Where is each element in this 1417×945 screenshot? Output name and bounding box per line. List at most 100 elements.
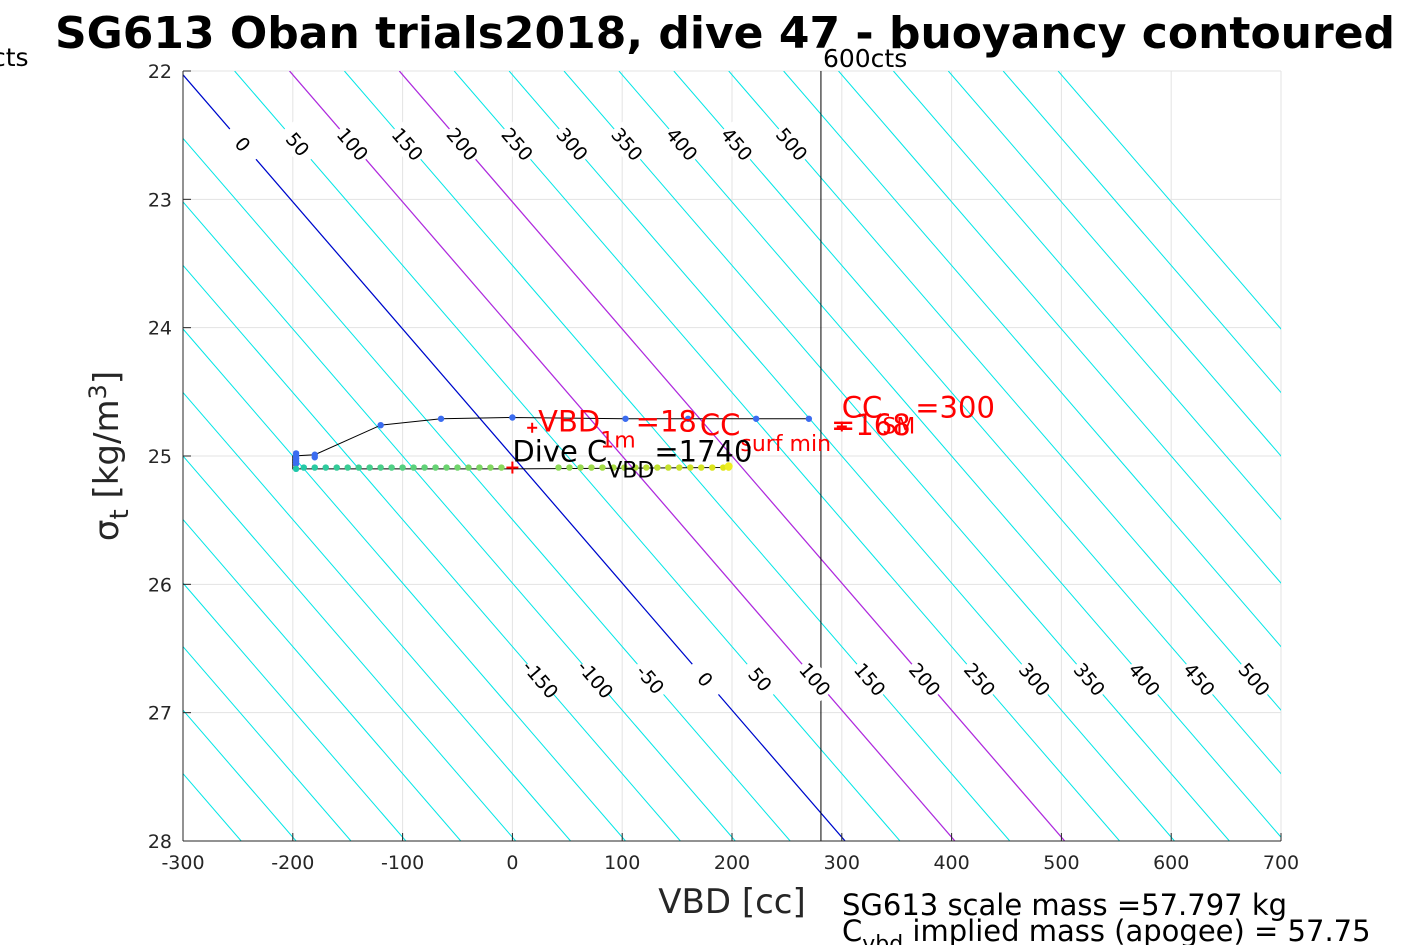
contour-label-bg (220, 121, 266, 168)
contour-line (838, 71, 1281, 584)
limit-line-label: 600cts (823, 44, 907, 73)
dive-point (622, 415, 629, 422)
y-axis-label-unit: [kg/m (87, 399, 127, 509)
contour-label-bg (1122, 656, 1167, 703)
highlight-contour-line (183, 73, 846, 841)
contour-label-bg (769, 121, 815, 168)
contour-line (183, 201, 736, 841)
contour-line (947, 71, 1281, 457)
contour-label-bg (1012, 656, 1057, 703)
dive-point (509, 414, 516, 421)
climb-point (454, 464, 461, 471)
x-axis-ticks: -300 -200 -100 0 100 200 300 400 500 600 700 (161, 833, 1299, 874)
climb-point (643, 464, 650, 471)
contour-line (618, 71, 1281, 838)
contour-label-bg (605, 121, 650, 168)
climb-point (432, 464, 439, 471)
y-tick-label: 27 (148, 703, 172, 725)
contour-line (183, 518, 462, 841)
cc-surf-value: =168 (831, 408, 911, 442)
climb-point (300, 464, 307, 471)
contour-line (183, 455, 517, 841)
contour-line (783, 71, 1281, 648)
cc-surf-text: CC (700, 408, 741, 442)
climb-point (399, 464, 406, 471)
contour-label-bg (957, 656, 1003, 703)
contour-label-bg (738, 656, 783, 703)
chart-title: SG613 Oban trials2018, dive 47 - buoyanc… (55, 8, 1395, 59)
cc-sm-sub: SM (882, 414, 915, 439)
climb-point (610, 464, 617, 471)
y-axis-label: σt [kg/m3] (84, 371, 135, 541)
footer-implied-text: implied mass (apogee) = 57.75 (903, 914, 1370, 945)
vbd-1m-sub: 1m (600, 428, 635, 453)
contour-label-bg (275, 121, 320, 168)
contour-line (1057, 71, 1281, 330)
climb-point (443, 464, 450, 471)
x-tick-label: 100 (604, 852, 640, 874)
contour-line (1002, 71, 1281, 394)
y-axis-label-symbol: σ (87, 520, 127, 542)
climb-point (292, 465, 300, 473)
vbd-1m-annotation: VBD1m=18 (538, 404, 697, 453)
contour-label-bg (573, 656, 618, 703)
x-tick-label: 700 (1263, 852, 1299, 874)
dive-c-annotation: Dive CVBD=1740 (512, 434, 752, 483)
x-tick-label: -100 (381, 852, 424, 874)
contour-line (453, 71, 1120, 841)
climb-point (322, 464, 329, 471)
contour-label-bg (902, 656, 948, 703)
climb-point (654, 464, 661, 471)
dive-c-text: Dive C (512, 434, 607, 468)
y-axis-label-unit-sup: 3 (84, 384, 112, 399)
highlight-contour-line (289, 71, 956, 841)
contour-label-bg (330, 121, 375, 168)
climb-point (333, 464, 340, 471)
climb-point (410, 464, 417, 471)
contour-label-bg (659, 121, 705, 168)
contour-line (508, 71, 1175, 841)
climb-point (698, 464, 705, 471)
dive-point (805, 415, 813, 422)
x-tick-label: 600 (1153, 852, 1189, 874)
x-tick-label: 0 (506, 852, 518, 874)
annotations: VBD1m=18 CCSM=300 CCsurf min=168 Dive CV… (512, 390, 995, 483)
climb-point (621, 464, 628, 471)
dive-point (311, 454, 318, 461)
x-tick-label: 400 (933, 852, 969, 874)
y-tick-label: 22 (148, 61, 172, 83)
contour-label-bg (628, 656, 673, 703)
highlight-contour-line (398, 71, 1066, 841)
y-tick-label: 26 (148, 574, 172, 596)
climb-point (577, 464, 584, 471)
dive-c-value: =1740 (654, 434, 752, 468)
cc-surf-annotation: CCsurf min=168 (700, 408, 911, 457)
contour-line (673, 71, 1281, 775)
dive-c-sub: VBD (607, 458, 654, 483)
contour-line (183, 645, 352, 841)
y-tick-label: 25 (148, 446, 172, 468)
climb-point (632, 464, 639, 471)
contour-line (728, 71, 1281, 711)
x-tick-label: -200 (271, 852, 314, 874)
contour-label-bg (385, 121, 430, 168)
surface-point (724, 462, 733, 471)
vbd-1m-value: =18 (636, 404, 697, 438)
contour-line (563, 71, 1230, 841)
contour-label-bg (793, 656, 838, 703)
y-axis-ticks: 22 23 24 25 26 27 28 (148, 61, 191, 853)
climb-point (676, 464, 683, 471)
climb-point (566, 464, 573, 471)
vbd-1m-text: VBD (538, 404, 600, 438)
dive-point (292, 460, 300, 467)
contour-line (183, 264, 681, 841)
contour-label-bg (847, 656, 893, 703)
contour-line (183, 391, 571, 841)
footer-c: C (842, 914, 862, 945)
x-tick-label: 300 (824, 852, 860, 874)
climb-point (498, 464, 505, 471)
contour-label-bg (518, 656, 563, 703)
y-axis-label-sub: t (105, 509, 135, 519)
climb-point (465, 464, 472, 471)
x-tick-label: -300 (161, 852, 204, 874)
